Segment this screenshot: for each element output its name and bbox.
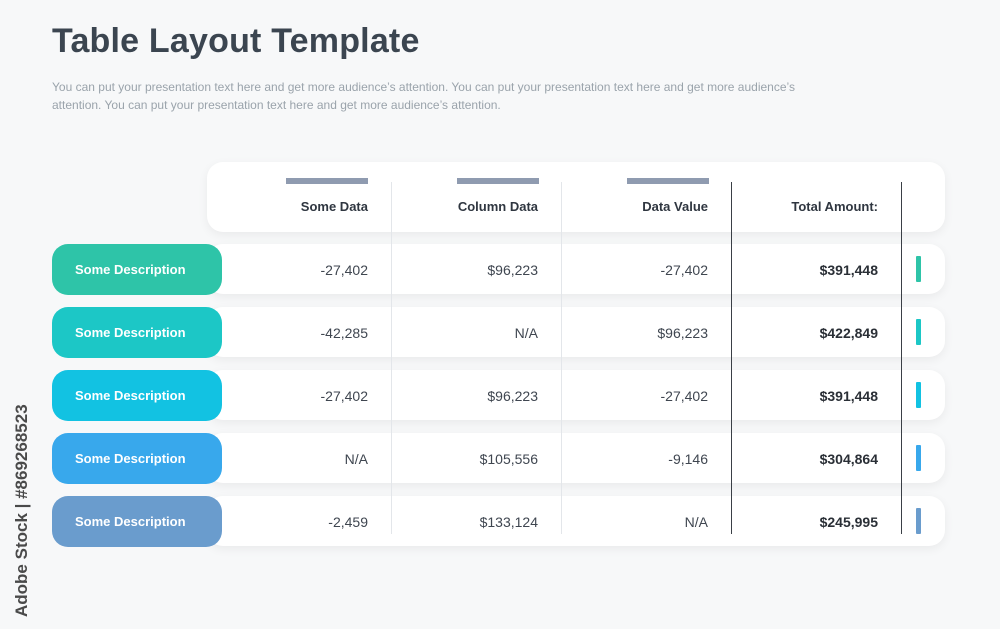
column-header-some-data: Some Data: [300, 199, 368, 214]
cell-total-amount: $245,995: [819, 514, 878, 530]
page-title: Table Layout Template: [52, 22, 420, 60]
cell-some-data: -27,402: [320, 262, 368, 278]
table-header-panel: [207, 162, 945, 232]
column-divider: [391, 182, 392, 534]
header-bar: [627, 178, 709, 184]
cell-total-amount: $391,448: [819, 388, 878, 404]
table-row: [207, 307, 945, 357]
cell-total-amount: $422,849: [819, 325, 878, 341]
header-bar: [457, 178, 539, 184]
row-description-button[interactable]: Some Description: [52, 433, 222, 484]
row-marker: [916, 508, 921, 534]
row-marker: [916, 319, 921, 345]
column-divider-end: [901, 182, 902, 534]
cell-total-amount: $391,448: [819, 262, 878, 278]
row-marker: [916, 256, 921, 282]
page-subtitle: You can put your presentation text here …: [52, 80, 795, 112]
row-marker: [916, 445, 921, 471]
cell-data-value: $96,223: [657, 325, 708, 341]
column-divider-total: [731, 182, 732, 534]
cell-some-data: -27,402: [320, 388, 368, 404]
cell-data-value: -27,402: [660, 262, 708, 278]
cell-some-data: -2,459: [328, 514, 368, 530]
row-description-button[interactable]: Some Description: [52, 244, 222, 295]
row-description-button[interactable]: Some Description: [52, 370, 222, 421]
column-header-total-amount: Total Amount:: [791, 199, 878, 214]
row-description-button[interactable]: Some Description: [52, 496, 222, 547]
table-row: [207, 496, 945, 546]
cell-total-amount: $304,864: [819, 451, 878, 467]
cell-data-value: -27,402: [660, 388, 708, 404]
watermark-text: Adobe Stock | #869268523: [12, 404, 31, 617]
table-row: [207, 244, 945, 294]
cell-some-data: -42,285: [320, 325, 368, 341]
cell-column-data: $96,223: [487, 262, 538, 278]
cell-some-data: N/A: [344, 451, 368, 467]
row-marker: [916, 382, 921, 408]
table-row: [207, 370, 945, 420]
cell-column-data: $133,124: [479, 514, 538, 530]
column-header-data-value: Data Value: [642, 199, 708, 214]
column-divider: [561, 182, 562, 534]
cell-data-value: -9,146: [668, 451, 708, 467]
cell-column-data: N/A: [514, 325, 538, 341]
cell-data-value: N/A: [684, 514, 708, 530]
table-row: [207, 433, 945, 483]
header-bar: [286, 178, 368, 184]
row-description-button[interactable]: Some Description: [52, 307, 222, 358]
cell-column-data: $105,556: [479, 451, 538, 467]
column-header-column-data: Column Data: [457, 199, 538, 214]
cell-column-data: $96,223: [487, 388, 538, 404]
